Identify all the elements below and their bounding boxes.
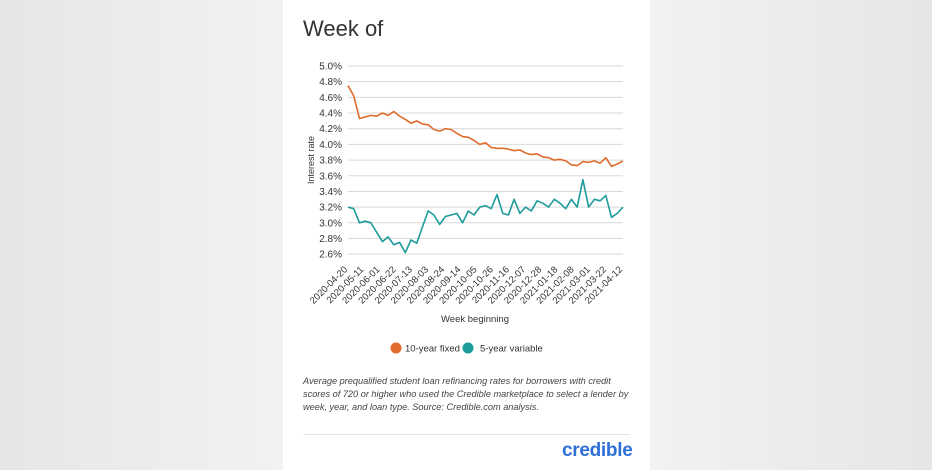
legend-swatch	[390, 342, 402, 354]
line-chart: 2.6% 2.8% 3.0% 3.2% 3.4% 3.6% 3.8% 4.0% 4.2% 4.4%…	[306, 62, 625, 355]
footer-divider	[303, 434, 630, 435]
y-tick-label: 4.0%	[319, 140, 342, 151]
page-background-left	[0, 0, 283, 470]
series-line-ten-year-fixed	[347, 85, 624, 168]
legend-label: 10-year fixed	[405, 344, 460, 355]
grid-lines	[348, 65, 623, 255]
credible-logo[interactable]: credible	[562, 440, 633, 461]
series-line-five-year-variable	[347, 178, 624, 254]
y-tick-label: 4.2%	[319, 124, 342, 135]
chart-caption: Average prequalified student loan refina…	[303, 376, 629, 412]
legend: 10-year fixed 5-year variable	[390, 342, 543, 355]
y-tick-label: 4.6%	[319, 93, 342, 104]
x-axis-label: Week beginning	[441, 314, 509, 325]
y-axis-ticks: 2.6% 2.8% 3.0% 3.2% 3.4% 3.6% 3.8% 4.0% 4.2% 4.4%…	[319, 62, 342, 261]
card-title: Week of	[303, 16, 384, 41]
chart-card: Week of 2.6% 2.8% 3.0% 3.2% 3.4% 3.6% 3.8% 4.0%…	[283, 0, 650, 470]
y-tick-label: 3.8%	[319, 156, 342, 167]
page-background-right	[650, 0, 932, 470]
y-tick-label: 2.8%	[319, 234, 342, 245]
legend-label: 5-year variable	[480, 344, 543, 355]
y-tick-label: 3.0%	[319, 218, 342, 229]
x-axis-ticks: 2020-04-202020-05-112020-06-012020-06-22…	[308, 264, 625, 306]
y-tick-label: 5.0%	[319, 62, 342, 73]
y-tick-label: 4.4%	[319, 109, 342, 120]
series-lines	[347, 85, 624, 254]
y-tick-label: 2.6%	[319, 250, 342, 261]
y-tick-label: 3.2%	[319, 203, 342, 214]
legend-swatch	[462, 342, 474, 354]
y-tick-label: 4.8%	[319, 77, 342, 88]
y-axis-label: Interest rate	[306, 136, 316, 184]
y-tick-label: 3.6%	[319, 171, 342, 182]
y-tick-label: 3.4%	[319, 187, 342, 198]
